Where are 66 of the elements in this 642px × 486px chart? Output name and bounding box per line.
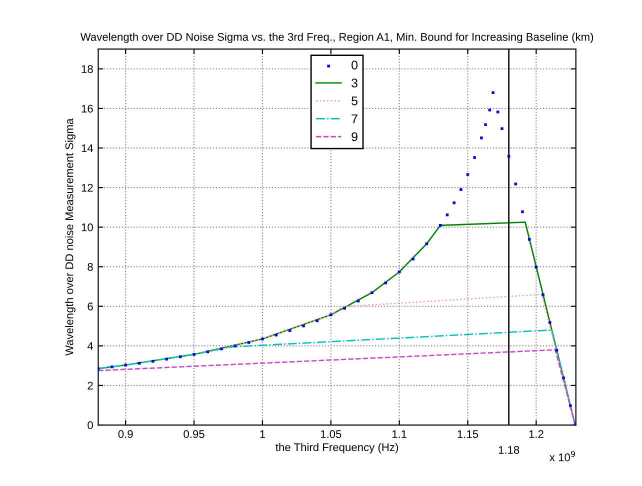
- point: [542, 293, 544, 296]
- text: x 10$^{9}$: [550, 451, 575, 462]
- point: [343, 306, 346, 310]
- point: [288, 329, 292, 332]
- legend-label: 3: [352, 78, 358, 88]
- point: [460, 188, 462, 191]
- y-tick-label: 4: [87, 342, 94, 350]
- y-tick-label: 14: [82, 144, 94, 152]
- y-tick-label: 10: [82, 223, 93, 232]
- x-tick-label: 0.95: [184, 430, 204, 438]
- point: [330, 313, 332, 316]
- point: [124, 364, 127, 366]
- point: [484, 123, 487, 126]
- legend-label: 0: [352, 60, 358, 70]
- point: [165, 358, 168, 361]
- y-axis-title: Wavelength over DD noise Measurement Sigma: [65, 118, 76, 356]
- legend-label: 9: [352, 132, 358, 142]
- point: [274, 334, 278, 336]
- point: [412, 258, 414, 260]
- point: [562, 376, 565, 380]
- legend-label: 5: [352, 96, 358, 106]
- point: [384, 282, 388, 284]
- point: [452, 201, 456, 204]
- point: [234, 344, 236, 348]
- point: [398, 270, 401, 274]
- point: [496, 110, 500, 114]
- y-tick-label: 0: [88, 421, 93, 430]
- point: [438, 224, 442, 227]
- point: [528, 238, 531, 241]
- point: [220, 347, 223, 350]
- y-tick-label: 6: [88, 302, 93, 310]
- point: [466, 173, 470, 176]
- point: [370, 291, 374, 294]
- point: [521, 210, 524, 214]
- x-tick-label: 1.2: [529, 430, 544, 438]
- x-tick-label: 1.1: [392, 430, 407, 438]
- point: [446, 214, 449, 216]
- point: [473, 156, 476, 159]
- legend-label: 7: [352, 114, 358, 124]
- point: [492, 91, 494, 94]
- ref-line-label: 1.18: [498, 446, 520, 454]
- x-tick-label: 1.05: [320, 430, 342, 438]
- point: [302, 324, 305, 328]
- point: [480, 136, 483, 140]
- x-tick-label: 0.9: [118, 430, 133, 438]
- x-axis-title: the Third Frequency (Hz): [276, 443, 398, 454]
- point: [356, 300, 360, 302]
- y-tick-label: 8: [88, 262, 93, 271]
- point: [548, 321, 552, 324]
- y-tick-label: 12: [82, 184, 93, 192]
- point: [500, 127, 504, 130]
- y-tick-label: 2: [88, 382, 93, 390]
- y-tick-label: 18: [82, 65, 93, 74]
- point: [110, 365, 114, 368]
- point: [569, 404, 572, 408]
- point: [152, 360, 154, 363]
- point: [514, 182, 518, 186]
- point: [488, 108, 492, 112]
- x-tick-label: 1.15: [458, 430, 478, 438]
- point: [192, 352, 196, 356]
- point: [247, 341, 250, 344]
- chart-title: Wavelength over DD Noise Sigma vs. the 3rd Freq., Region A1, Min. Bound for Increasing Baseline (km): [80, 32, 594, 44]
- x-tick-label: 1: [260, 430, 266, 438]
- point: [261, 338, 264, 340]
- y-tick-label: 16: [82, 104, 93, 113]
- point: [534, 266, 538, 269]
